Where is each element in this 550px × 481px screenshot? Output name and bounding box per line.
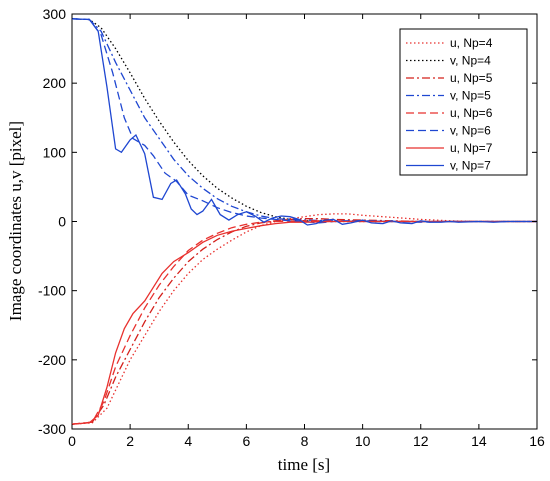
- tick-layer: 0 2 4 6 8 10 12 14 16 300 200 100 0 -100 -200 -300: [38, 6, 545, 449]
- legend-label-3: v, Np=5: [450, 89, 491, 103]
- y-tick-label: 200: [43, 75, 67, 91]
- legend-label-0: u, Np=4: [450, 36, 493, 50]
- x-axis-title: time [s]: [278, 455, 330, 474]
- legend-label-1: v, Np=4: [450, 54, 491, 68]
- x-tick-label: 0: [68, 433, 76, 449]
- series-line-4: [71, 220, 537, 425]
- series-line-7: [71, 18, 537, 226]
- series-line-2: [71, 218, 537, 425]
- x-tick-label: 14: [471, 433, 487, 449]
- y-tick-label: 100: [43, 144, 67, 160]
- x-tick-label: 8: [301, 433, 309, 449]
- legend-label-2: u, Np=5: [450, 71, 493, 85]
- series-line-6: [71, 220, 537, 425]
- y-axis-title: Image coordinates u,v [pixel]: [6, 121, 25, 321]
- x-tick-label: 2: [126, 433, 134, 449]
- y-tick-label: 300: [43, 6, 67, 22]
- y-tick-label: 0: [58, 214, 66, 230]
- y-tick-label: -100: [38, 283, 66, 299]
- x-tick-label: 16: [529, 433, 545, 449]
- y-tick-label: -200: [38, 352, 66, 368]
- legend-label-4: u, Np=6: [450, 106, 493, 120]
- legend-label-5: v, Np=6: [450, 124, 491, 138]
- x-tick-label: 6: [242, 433, 250, 449]
- legend-label-7: v, Np=7: [450, 159, 491, 173]
- x-tick-label: 4: [184, 433, 192, 449]
- series-line-1: [71, 18, 537, 223]
- legend-label-6: u, Np=7: [450, 141, 493, 155]
- legend-box: [399, 28, 528, 176]
- legend: u, Np=4 v, Np=4 u, Np=5 v, Np=5 u, Np=6 v, Np…: [399, 28, 528, 176]
- x-tick-label: 12: [413, 433, 429, 449]
- y-tick-label: -300: [38, 421, 66, 437]
- x-tick-label: 10: [355, 433, 371, 449]
- series-layer: [71, 18, 537, 425]
